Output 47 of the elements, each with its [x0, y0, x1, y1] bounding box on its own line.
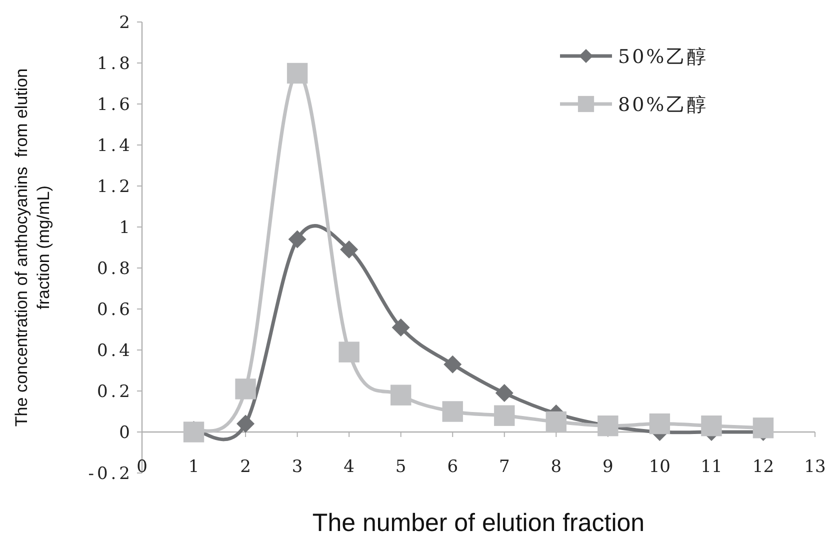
y-tick-label: 1: [119, 218, 133, 238]
x-tick-label: 9: [602, 457, 614, 477]
point: [340, 240, 358, 259]
point: [235, 378, 256, 400]
point: [183, 422, 204, 442]
x-tick-label: 7: [498, 457, 510, 477]
point: [392, 318, 410, 336]
x-tick-label: 5: [395, 457, 406, 477]
legend-label: 80%乙醇: [618, 94, 708, 116]
y-tick-label: -0.2: [88, 464, 133, 484]
point: [649, 413, 670, 434]
point: [444, 355, 462, 374]
point: [390, 384, 412, 406]
x-tick-label: 10: [648, 457, 671, 477]
x-tick-label: 1: [188, 457, 200, 477]
x-tick-label: 11: [700, 457, 722, 477]
y-tick-label: 1.8: [96, 54, 133, 74]
x-tick-label: 2: [240, 457, 251, 477]
x-tick-label: 3: [292, 457, 303, 477]
y-tick-label: 0: [119, 423, 133, 443]
point: [546, 411, 567, 432]
y-tick-label: 0.8: [96, 259, 133, 279]
point: [701, 416, 722, 436]
point: [494, 405, 515, 426]
y-tick-label: 1.6: [96, 95, 133, 115]
point: [286, 62, 308, 84]
y-tick-label: 2: [119, 13, 133, 33]
x-tick-label: 8: [550, 457, 562, 477]
legend-label: 50%乙醇: [618, 46, 708, 68]
y-tick-label: 1.4: [96, 136, 133, 156]
point: [288, 230, 306, 248]
x-axis-title: The number of elution fraction: [312, 509, 645, 537]
point: [338, 342, 360, 362]
x-tick-label: 4: [344, 457, 354, 477]
y-tick-label: 0.2: [96, 382, 133, 402]
y-tick-label: 0.4: [96, 341, 133, 361]
x-tick-label: 0: [136, 457, 148, 477]
x-tick-label: 6: [447, 457, 458, 477]
point: [495, 384, 514, 402]
y-tick-label: 1.2: [96, 177, 133, 197]
point: [752, 418, 774, 438]
x-tick-label: 13: [804, 457, 826, 477]
y-tick-label: 0.6: [96, 300, 133, 320]
y-axis-title: The concentration of anthocyanins from elution fraction (mg/mL): [12, 68, 53, 427]
x-tick-label: 12: [752, 457, 774, 477]
point: [236, 414, 255, 433]
point: [442, 401, 463, 422]
